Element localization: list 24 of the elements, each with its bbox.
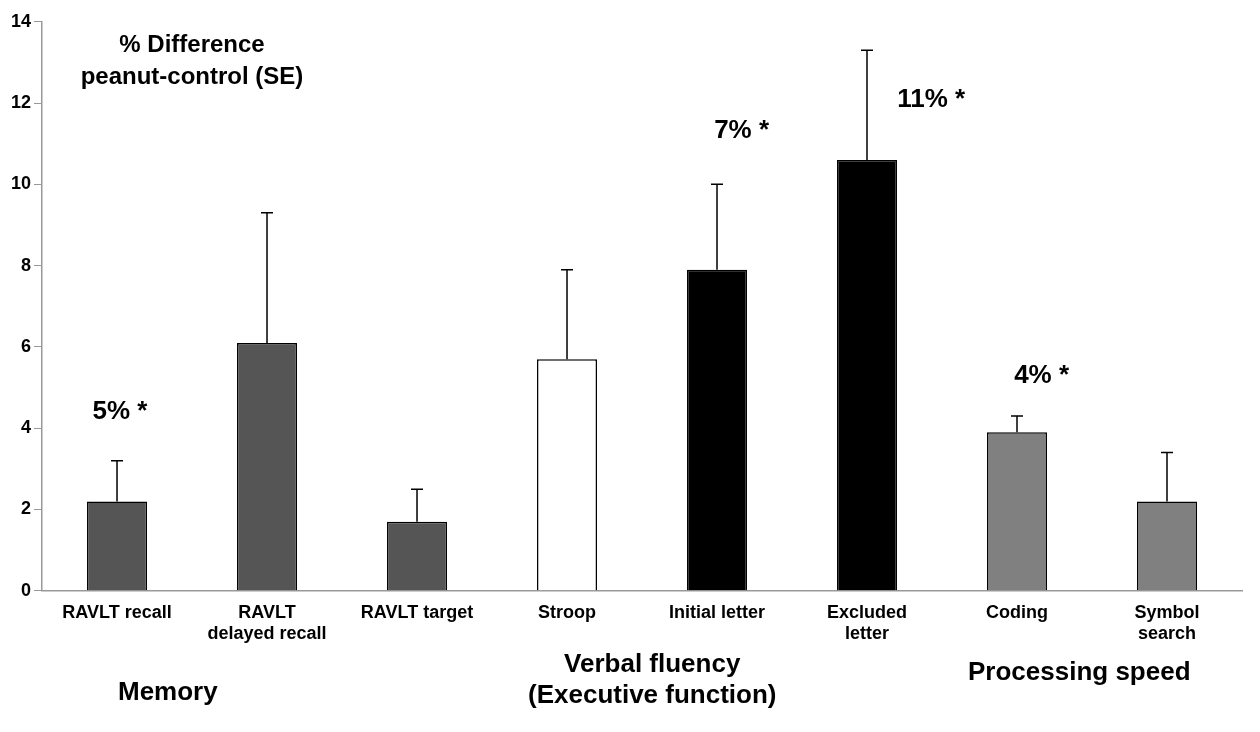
- annotation: 7% *: [714, 114, 770, 145]
- text: Memory: [118, 676, 218, 707]
- y-tick-label: 2: [21, 498, 32, 519]
- text: Verbal fluency (Executive function): [528, 648, 777, 710]
- annotation: 11% *: [897, 83, 967, 114]
- y-tick-label: 12: [10, 92, 32, 113]
- y-tick-label: 10: [10, 173, 32, 194]
- x-tick-label: Coding: [986, 601, 1048, 622]
- x-tick-label: RAVLT target: [360, 601, 474, 622]
- x-tick-label: Initial letter: [668, 601, 766, 622]
- text: Processing speed: [968, 656, 1191, 687]
- x-tick-label: Stroop: [538, 601, 597, 622]
- x-tick-label: Symbol search: [1134, 601, 1200, 644]
- y-tick-label: 8: [21, 254, 32, 275]
- annotation: 4% *: [1014, 358, 1070, 389]
- y-tick-label: 6: [21, 335, 32, 356]
- x-tick-label: RAVLT recall: [62, 601, 172, 622]
- x-tick-label: Excluded letter: [826, 601, 908, 644]
- y-tick-label: 0: [21, 579, 32, 600]
- annotation: 5% *: [92, 394, 149, 425]
- x-tick-label: RAVLT delayed recall: [207, 601, 327, 644]
- y-tick-label: 4: [21, 417, 32, 438]
- y-axis-title: % Difference peanut-control (SE): [80, 30, 304, 90]
- y-tick-label: 14: [10, 10, 32, 31]
